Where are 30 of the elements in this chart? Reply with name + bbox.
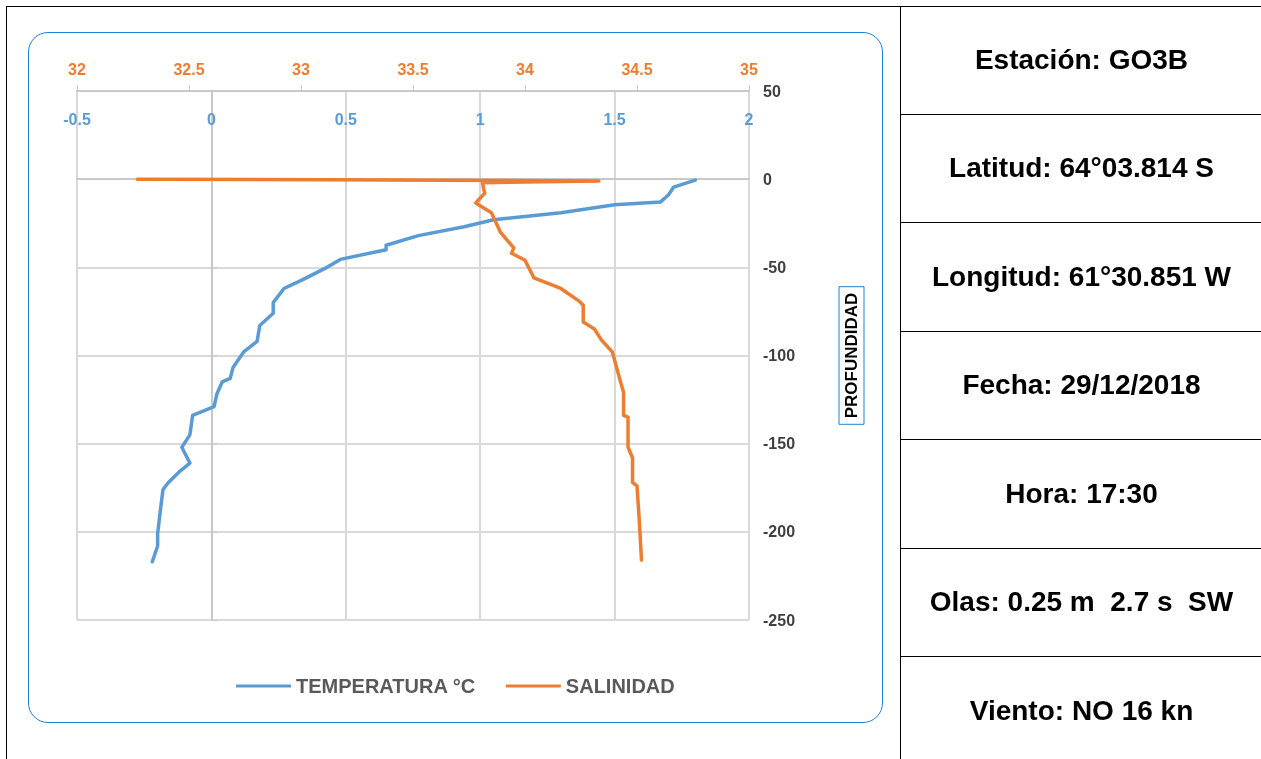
y-tick-label: -200 [763,523,796,541]
y-tick-label: -150 [763,435,796,453]
x2-tick-label: 34.5 [621,60,653,78]
y-axis-title: PROFUNDIDAD [842,292,861,419]
text: Latitud: 64°03.814 S [901,114,1261,223]
text: Estación: GO3B [901,6,1261,115]
x-tick-label: 1.5 [603,110,626,128]
y-tick-label: -250 [763,611,796,629]
x-tick-label: 0.5 [334,110,358,128]
x2-tick-label: 33.5 [397,60,429,78]
x2-tick-label: 33 [292,60,310,78]
text: Hora: 17:30 [901,440,1261,549]
text: Fecha: 29/12/2018 [901,331,1261,440]
y-tick-label: -100 [763,347,796,364]
x2-tick-label: 35 [740,60,758,78]
x2-tick-label: 32.5 [173,60,205,78]
text: Longitud: 61°30.851 W [901,223,1261,332]
x-tick-label: -0.5 [63,110,91,128]
x2-tick-label: 32 [68,60,86,78]
legend-label: TEMPERATURA °C [296,675,476,697]
text: Olas: 0.25 m 2.7 s SW [901,548,1261,657]
y-tick-label: -50 [763,258,787,276]
x-tick-label: 1 [475,110,485,128]
x2-tick-label: 34 [516,60,534,78]
x-tick-label: 0 [206,110,216,128]
y-tick-label: 50 [763,82,781,100]
legend-label: SALINIDAD [565,675,675,697]
y-tick-label: 0 [763,170,772,188]
text: Viento: NO 16 kn [901,657,1261,759]
x-tick-label: 2 [744,110,754,128]
